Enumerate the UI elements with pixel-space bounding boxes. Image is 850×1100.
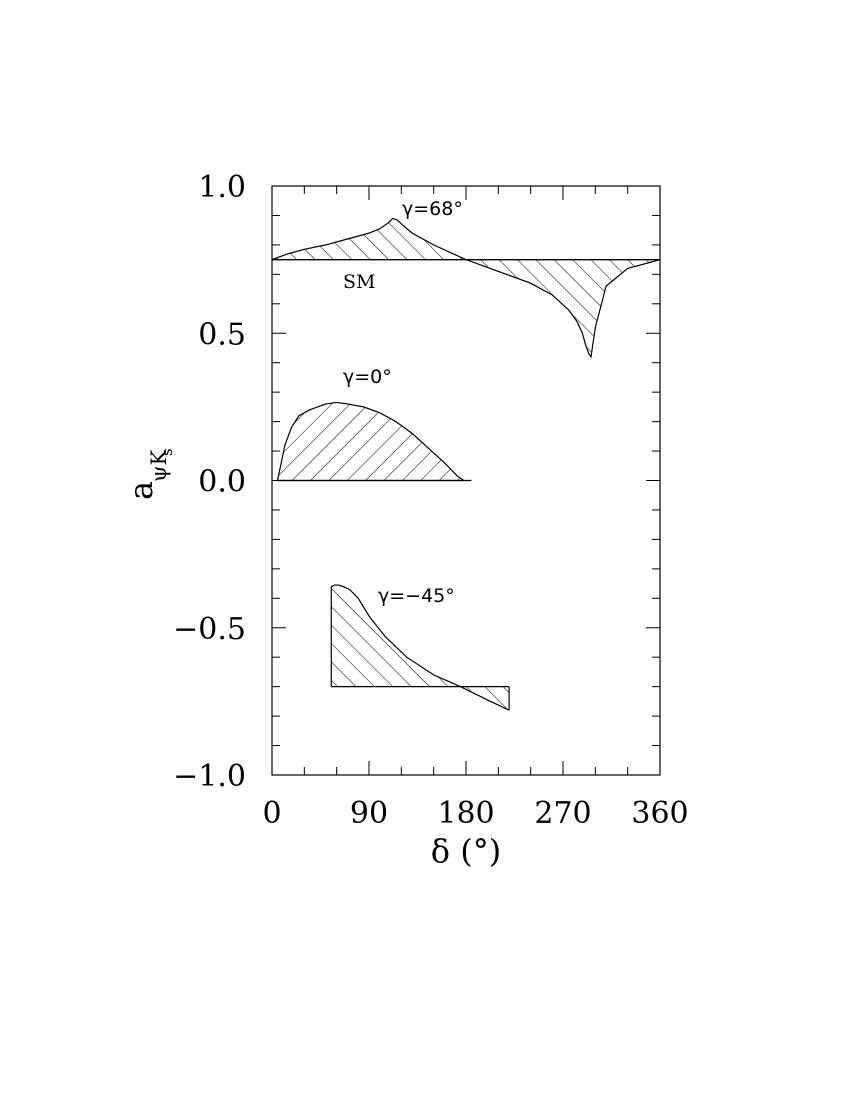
area-gamma-0-fill: [277, 402, 464, 481]
area-gamma-minus-45-fill: [331, 585, 510, 711]
y-axis-title-subsub: s: [158, 448, 176, 456]
y-tick-label: 1.0: [198, 170, 246, 205]
x-tick-label: 0: [262, 796, 281, 831]
y-axis-title-sub: ψK: [147, 450, 171, 482]
x-tick-label: 90: [350, 796, 388, 831]
series-label-gamma-0: γ=0°: [343, 366, 392, 388]
y-tick-label: −1.0: [173, 759, 246, 794]
area-gamma-68-fill: [272, 218, 660, 357]
reference-lines: [272, 259, 660, 482]
series-layer: [271, 217, 661, 711]
series-label-gamma-minus-45: γ=−45°: [378, 585, 455, 607]
axis-ticks: [271, 185, 661, 776]
y-tick-label: −0.5: [173, 612, 246, 647]
x-axis-title: δ (°): [431, 832, 501, 870]
y-axis-title: a ψK s: [122, 448, 176, 500]
area-gamma-0-curve: [276, 401, 465, 481]
y-tick-label: 0.5: [198, 317, 246, 352]
x-tick-label: 270: [534, 796, 591, 831]
tick-labels: −1.0 −0.5 0.0 0.5 1.0 0 90 180 270 360: [173, 170, 688, 831]
y-tick-label: 0.0: [198, 465, 246, 500]
series-label-gamma-68: γ=68°: [402, 198, 463, 220]
x-tick-label: 360: [631, 796, 688, 831]
x-tick-label: 180: [437, 796, 494, 831]
y-axis-title-main: a: [122, 481, 160, 500]
sm-label: SM: [343, 271, 375, 293]
